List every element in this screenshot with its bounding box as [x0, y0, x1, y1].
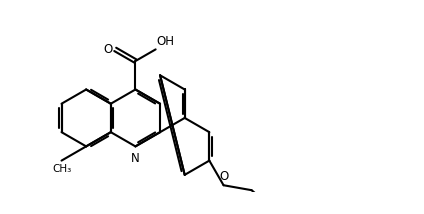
Text: O: O: [103, 43, 112, 56]
Text: N: N: [131, 152, 140, 165]
Text: CH₃: CH₃: [52, 164, 71, 174]
Text: O: O: [219, 170, 228, 183]
Text: OH: OH: [157, 35, 175, 48]
